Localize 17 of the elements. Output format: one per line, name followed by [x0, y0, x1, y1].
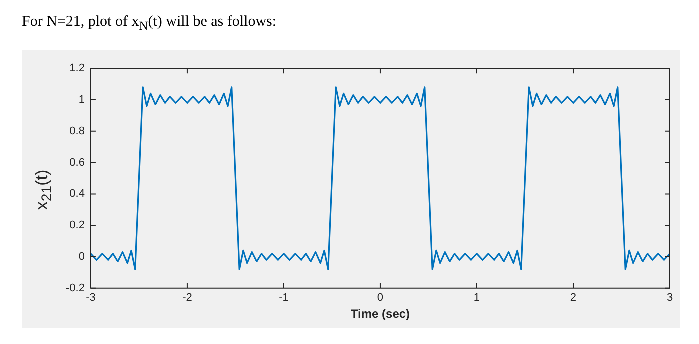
y-tick-label: 0.2 [70, 220, 85, 232]
y-tick-label: -0.2 [66, 282, 85, 294]
chart-title: For N=21, plot of x$_{N}$(t) will be as follows: [22, 14, 278, 34]
y-tick-label: 0.6 [70, 156, 85, 169]
x-tick-label: -1 [279, 292, 289, 304]
x-tick-label: 0 [377, 292, 384, 304]
x-tick-label: 1 [474, 292, 480, 304]
y-tick-label: 1.2 [70, 62, 85, 75]
y-tick-label: 0.8 [70, 125, 85, 138]
x-tick-label: -2 [182, 292, 192, 304]
x-tick-label: 2 [570, 292, 577, 304]
y-tick-label: 0.4 [70, 188, 85, 200]
y-tick-label: 0 [78, 251, 85, 264]
y-tick-label: 1 [78, 94, 85, 106]
x-axis-title: Time (sec) [350, 307, 410, 322]
x-tick-label: 3 [666, 292, 674, 304]
x-tick-label: -3 [86, 292, 96, 304]
